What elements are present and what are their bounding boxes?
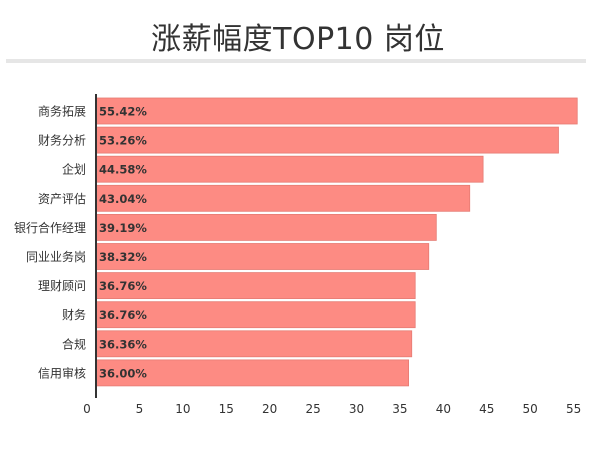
data-label: 36.36% [99, 337, 147, 351]
data-label: 39.19% [99, 221, 147, 235]
category-label: 合规 [62, 336, 86, 351]
bars-layer [95, 97, 578, 387]
bar [95, 330, 413, 358]
category-label: 资产评估 [38, 192, 86, 206]
category-label: 财务分析 [38, 133, 86, 148]
category-label: 信用审核 [38, 365, 86, 380]
x-tick-label: 25 [305, 402, 320, 416]
data-label: 43.04% [99, 192, 147, 206]
x-tick-label: 30 [349, 402, 364, 416]
bar [95, 155, 484, 183]
category-label: 财务 [62, 307, 86, 322]
bar [95, 272, 416, 300]
bar [95, 243, 430, 270]
bar [95, 97, 578, 125]
data-label: 36.76% [99, 279, 147, 293]
title-divider [6, 59, 586, 63]
x-tick-label: 50 [523, 402, 538, 416]
data-label: 44.58% [99, 163, 147, 177]
x-tick-label: 45 [479, 402, 494, 416]
x-tick-label: 35 [392, 402, 407, 416]
chart-title: 涨薪幅度TOP10 岗位 [151, 22, 445, 57]
labels-layer: 商务拓展 55.42% 财务分析 53.26% 企划 44.58% 资产评估 43.04% 银行… [14, 104, 147, 381]
bar [95, 184, 471, 212]
data-label: 36.76% [99, 308, 147, 322]
bar [95, 213, 437, 241]
x-tick-label: 5 [136, 402, 144, 416]
data-label: 55.42% [99, 105, 147, 119]
category-label: 同业业务岗 [26, 249, 86, 264]
x-tick-label: 20 [262, 402, 277, 416]
bar [95, 126, 559, 154]
category-label: 理财顾问 [38, 279, 86, 293]
category-label: 银行合作经理 [14, 220, 86, 235]
data-label: 36.00% [99, 366, 147, 380]
x-tick-label: 55 [566, 402, 581, 416]
x-axis-ticks: 0 5 10 15 20 25 30 35 40 45 50 55 [83, 402, 581, 416]
x-tick-label: 0 [83, 402, 91, 416]
x-tick-label: 10 [175, 402, 190, 416]
category-label: 企划 [62, 162, 86, 177]
x-tick-label: 15 [219, 402, 234, 416]
category-label: 商务拓展 [38, 104, 86, 119]
x-tick-label: 40 [436, 402, 451, 416]
data-label: 38.32% [99, 250, 147, 264]
bar [95, 301, 416, 329]
bar [95, 359, 409, 387]
data-label: 53.26% [99, 134, 147, 148]
